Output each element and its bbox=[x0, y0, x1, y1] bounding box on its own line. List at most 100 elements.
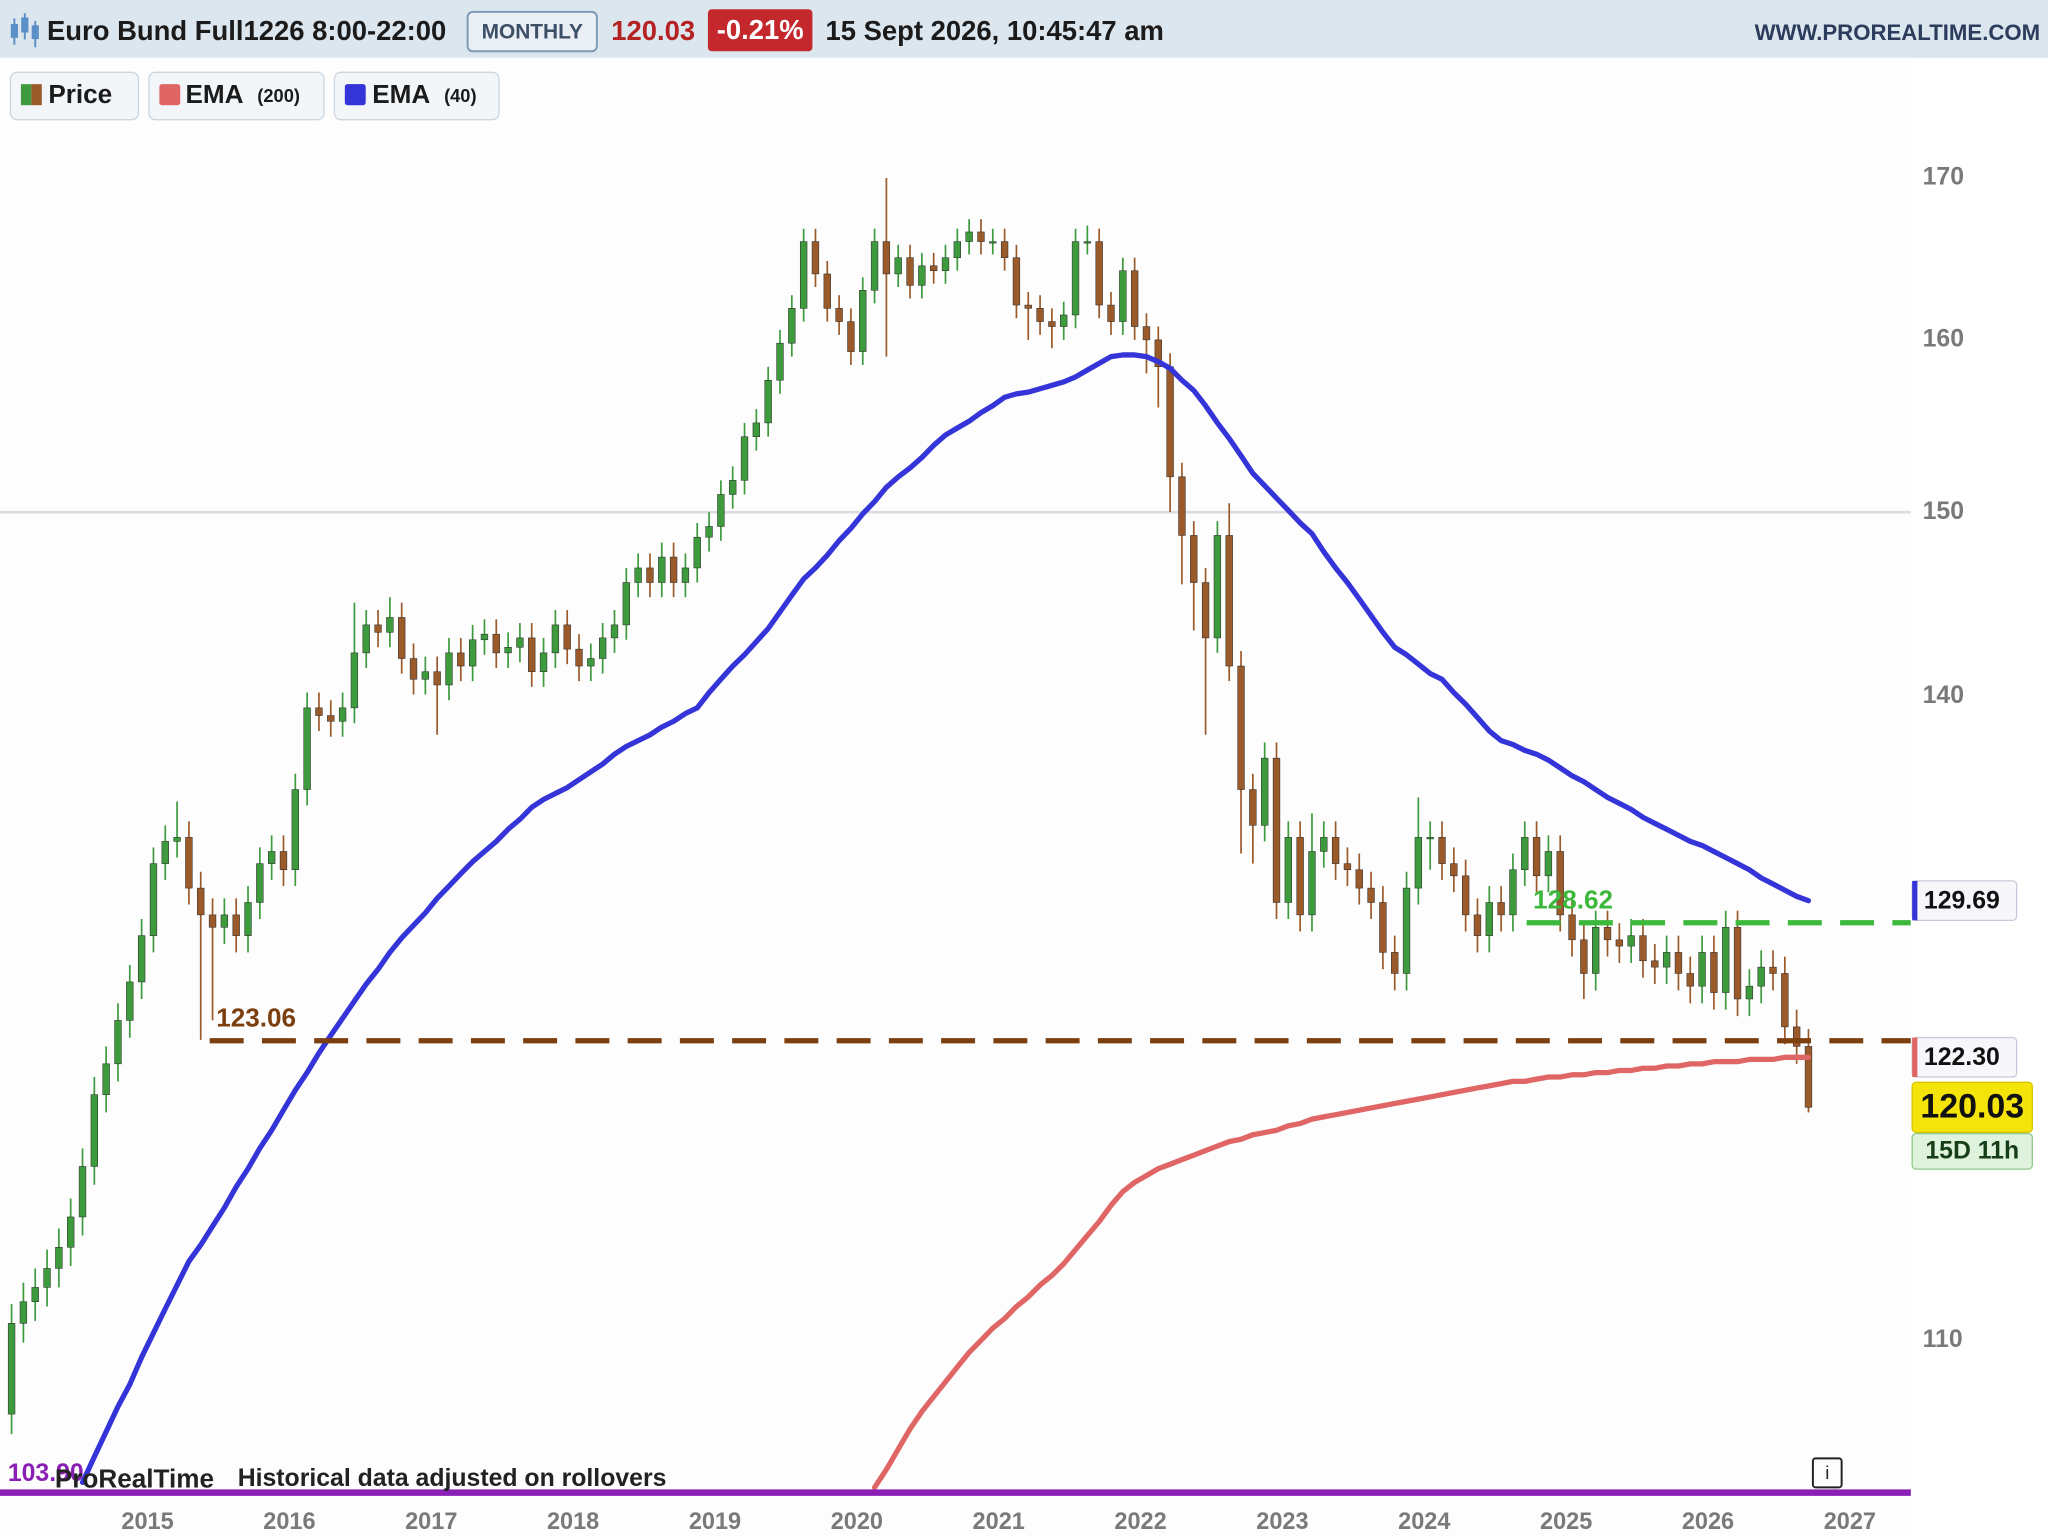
candle-body bbox=[67, 1216, 75, 1248]
x-tick-label: 2025 bbox=[1540, 1508, 1592, 1534]
candle-body bbox=[681, 567, 690, 583]
x-tick-label: 2015 bbox=[121, 1508, 173, 1534]
candle-body bbox=[953, 241, 961, 258]
candle-body bbox=[173, 837, 181, 842]
legend-swatch bbox=[31, 84, 42, 106]
candle-body bbox=[894, 257, 902, 275]
candle-body bbox=[835, 308, 843, 322]
candle-body bbox=[1272, 757, 1281, 903]
info-icon[interactable]: i bbox=[1825, 1462, 1829, 1483]
candle-body bbox=[1142, 326, 1151, 341]
x-tick-label: 2027 bbox=[1824, 1508, 1876, 1534]
candle-body bbox=[1367, 887, 1375, 903]
candle-body bbox=[1461, 875, 1470, 916]
candle-body bbox=[161, 841, 169, 864]
candle-body bbox=[1426, 837, 1434, 840]
candle-body bbox=[492, 633, 500, 654]
legend-chip[interactable] bbox=[148, 71, 325, 121]
candle-body bbox=[1261, 757, 1269, 826]
candle-body bbox=[1532, 837, 1541, 877]
legend-chip[interactable] bbox=[9, 71, 140, 121]
candle-body bbox=[1509, 869, 1517, 916]
candle-body bbox=[374, 624, 382, 633]
candle-body bbox=[1438, 837, 1446, 864]
candle-body bbox=[1615, 939, 1623, 947]
legend-swatch bbox=[159, 84, 181, 106]
floor-label: 103.90 bbox=[8, 1459, 84, 1487]
candle-body bbox=[504, 647, 512, 654]
candle-body bbox=[1769, 966, 1777, 974]
candle-body bbox=[149, 863, 158, 936]
candle-body bbox=[1698, 952, 1706, 987]
y-tick-label: 160 bbox=[1923, 324, 1964, 352]
candle-body bbox=[327, 715, 335, 722]
candle-body bbox=[847, 321, 855, 352]
candle-body bbox=[350, 652, 359, 709]
candle-body bbox=[1745, 985, 1754, 1000]
candle-body bbox=[1556, 851, 1564, 916]
candle-body bbox=[244, 902, 252, 936]
candle-body bbox=[870, 241, 879, 291]
candle-body bbox=[1178, 476, 1186, 536]
candle-body bbox=[1450, 863, 1458, 877]
y-tick-label: 170 bbox=[1923, 163, 1964, 191]
last-value-marker bbox=[1912, 1037, 1918, 1078]
candle-body bbox=[752, 422, 761, 437]
plot-area bbox=[0, 178, 1911, 1491]
candle-body bbox=[1296, 837, 1304, 916]
candle-body bbox=[197, 887, 205, 916]
candle-body bbox=[1580, 939, 1588, 974]
candle-body bbox=[1024, 304, 1032, 309]
candle-body bbox=[315, 707, 323, 716]
candle-body bbox=[729, 480, 737, 495]
candle-body bbox=[1166, 366, 1174, 478]
candle-body bbox=[941, 257, 950, 271]
candle-body bbox=[1107, 304, 1115, 322]
period-button[interactable] bbox=[466, 10, 598, 53]
candle-body bbox=[1662, 952, 1671, 968]
candle-body bbox=[1071, 241, 1080, 316]
candle-body bbox=[610, 624, 619, 639]
candle-body bbox=[1651, 960, 1659, 968]
header-icon bbox=[10, 13, 39, 48]
candle-body bbox=[930, 265, 938, 271]
header-bar bbox=[0, 0, 2048, 58]
price-axis-area bbox=[1910, 57, 2048, 1536]
legend-period[interactable]: (200) bbox=[257, 85, 300, 106]
legend-period[interactable]: (40) bbox=[444, 85, 476, 106]
candle-body bbox=[1793, 1026, 1801, 1047]
legend-label[interactable]: EMA bbox=[372, 79, 430, 109]
candle-body bbox=[717, 494, 725, 527]
candle-body bbox=[1308, 851, 1316, 916]
candle-body bbox=[433, 671, 441, 686]
candle-body bbox=[823, 273, 831, 309]
candle-body bbox=[1473, 914, 1482, 936]
candle-body bbox=[977, 231, 985, 242]
legend-chip[interactable] bbox=[333, 71, 500, 121]
candle-body bbox=[776, 342, 784, 381]
x-tick-label: 2021 bbox=[973, 1508, 1025, 1534]
period[interactable]: MONTHLY bbox=[482, 20, 583, 43]
candle-body bbox=[362, 624, 370, 654]
candle-body bbox=[338, 707, 347, 722]
candle-body bbox=[799, 241, 808, 309]
legend-label[interactable]: Price bbox=[48, 79, 112, 109]
candle-body bbox=[1497, 902, 1505, 916]
candle-body bbox=[1521, 837, 1529, 870]
candle-body bbox=[1592, 927, 1600, 974]
legend-label[interactable]: EMA bbox=[185, 79, 243, 109]
candle-body bbox=[622, 582, 630, 626]
candle-body bbox=[1722, 927, 1730, 993]
datetime: 15 Sept 2026, 10:45:47 am bbox=[825, 15, 1163, 46]
info-button[interactable] bbox=[1811, 1457, 1843, 1489]
candle-body bbox=[137, 935, 146, 983]
countdown: 15D 11h bbox=[1925, 1137, 2019, 1165]
candle-body bbox=[918, 265, 926, 286]
x-tick-label: 2017 bbox=[405, 1508, 457, 1534]
x-tick-label: 2026 bbox=[1682, 1508, 1734, 1534]
candle-body bbox=[7, 1323, 16, 1415]
candle-body bbox=[55, 1246, 63, 1269]
candle-body bbox=[1095, 241, 1103, 306]
candle-body bbox=[291, 789, 299, 870]
